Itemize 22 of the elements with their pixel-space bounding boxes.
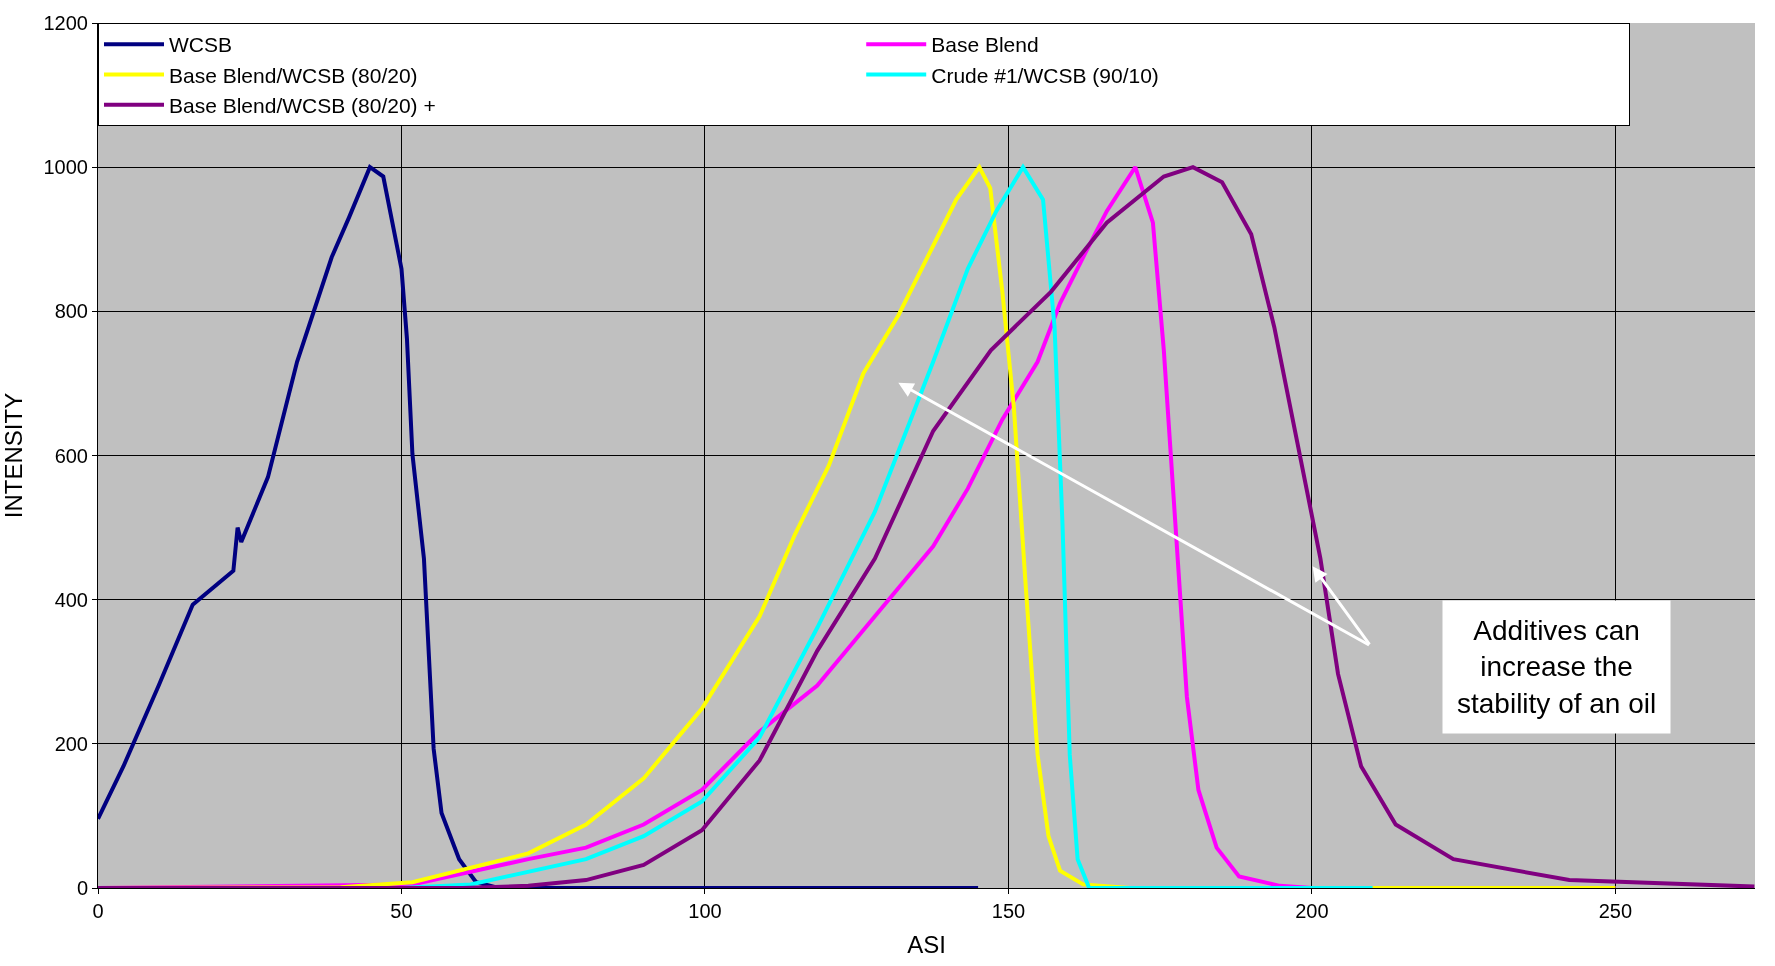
legend-label: Crude #1/WCSB (90/10) bbox=[931, 63, 1159, 87]
y-tick-label: 200 bbox=[54, 732, 88, 755]
line-series bbox=[98, 165, 981, 888]
x-axis-title: ASI bbox=[907, 931, 946, 959]
x-tick-label: 250 bbox=[1598, 900, 1633, 922]
legend-label: Base Blend/WCSB (80/20) bbox=[169, 63, 418, 87]
x-tick-label: 0 bbox=[92, 900, 104, 922]
y-tick-label: 1200 bbox=[43, 12, 88, 34]
x-tick-label: 50 bbox=[390, 900, 413, 922]
y-tick-label: 600 bbox=[54, 444, 88, 467]
x-tick-label: 200 bbox=[1295, 900, 1329, 922]
legend-label: Base Blend/WCSB (80/20) + bbox=[169, 93, 436, 117]
y-axis-title: INTENSITY bbox=[0, 392, 27, 519]
x-tick-label: 100 bbox=[688, 900, 722, 922]
y-tick-label: 1000 bbox=[43, 156, 88, 179]
y-tick-label: 0 bbox=[76, 877, 88, 899]
legend-label: WCSB bbox=[169, 33, 232, 57]
legend-label: Base Blend bbox=[931, 33, 1039, 57]
annotation: Additives can increase the stability of an oil bbox=[1457, 615, 1657, 719]
y-tick-label: 800 bbox=[54, 300, 88, 323]
y-tick-label: 400 bbox=[54, 588, 88, 611]
x-tick-label: 150 bbox=[991, 900, 1026, 922]
